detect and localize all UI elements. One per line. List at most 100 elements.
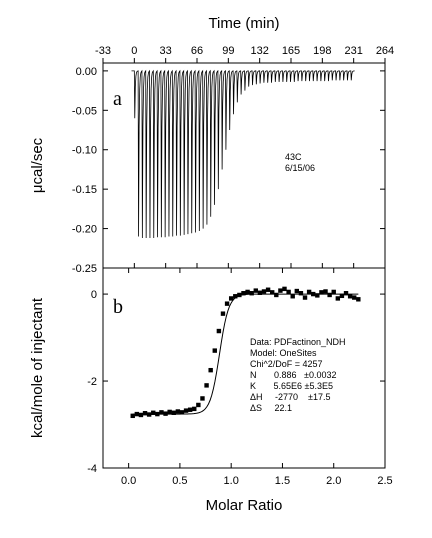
- fit-result-line: N 0.886 ±0.0032: [250, 370, 337, 380]
- raw-heat-trace: [131, 69, 355, 239]
- panel-a-frame: [102, 62, 386, 269]
- data-point: [183, 408, 189, 413]
- panel-a-raw-heat: -33 0 33 66 99 132 165 198 231 264 0.00 -0.05 -0.10 -…: [29, 15, 394, 275]
- top-x-tick-label: 165: [282, 45, 300, 57]
- data-point: [220, 311, 226, 316]
- panel-b-y-axis-title: kcal/mole of injectant: [29, 297, 46, 438]
- data-point: [253, 288, 258, 293]
- fit-result-line: ΔH -2770 ±17.5: [250, 392, 331, 402]
- panel-b-x-tick-label: 0.5: [172, 475, 187, 487]
- fit-result-line: Chi^2/DoF = 4257: [250, 359, 323, 369]
- data-point: [224, 301, 230, 306]
- data-point: [270, 290, 275, 295]
- data-point: [208, 367, 213, 373]
- panel-a-y-tick-label: -0.20: [72, 224, 97, 236]
- fit-result-line: K 5.65E6 ±5.3E5: [250, 381, 333, 391]
- data-point: [335, 296, 341, 301]
- data-point: [204, 383, 209, 388]
- data-point: [331, 289, 336, 295]
- temperature-note: 43C: [285, 152, 302, 162]
- top-x-tick-label: 0: [131, 45, 137, 57]
- panel-b-y-tick-label: 0: [91, 289, 97, 301]
- data-point: [347, 294, 353, 299]
- data-point: [241, 291, 246, 296]
- panel-a-y-tick-label: 0.00: [76, 66, 97, 78]
- data-point: [167, 409, 172, 415]
- data-point: [274, 292, 279, 298]
- fit-result-line: Model: OneSites: [250, 348, 317, 358]
- panel-b-x-tick-label: 1.0: [224, 475, 239, 487]
- data-point: [200, 396, 205, 401]
- top-x-tick-label: -33: [95, 45, 111, 57]
- data-point: [192, 406, 197, 412]
- panel-b-x-tick-label: 1.5: [275, 475, 290, 487]
- fit-result-line: Data: PDFactinon_NDH: [250, 337, 346, 347]
- data-point: [142, 411, 148, 416]
- data-point: [146, 412, 152, 417]
- data-point: [233, 294, 238, 299]
- panel-b-x-tick-label: 2.0: [326, 475, 341, 487]
- panel-a-y-axis-title: μcal/sec: [29, 137, 46, 193]
- top-x-tick-label: 264: [376, 45, 394, 57]
- data-point: [298, 291, 304, 296]
- top-x-tick-label: 33: [160, 45, 172, 57]
- panel-b-x-tick-label: 0.0: [121, 475, 136, 487]
- data-point: [212, 348, 217, 353]
- data-point: [265, 287, 271, 292]
- panel-a-axes: -33 0 33 66 99 132 165 198 231 264 0.00 -0.05 -0.10 -…: [72, 45, 394, 275]
- fit-result-line: ΔS 22.1: [250, 403, 292, 413]
- top-x-tick-label: 198: [313, 45, 331, 57]
- data-point: [134, 411, 140, 417]
- data-point: [290, 294, 295, 299]
- panel-a-letter: a: [113, 88, 122, 110]
- data-point: [306, 289, 312, 295]
- data-point: [302, 295, 308, 300]
- panel-a-y-tick-label: -0.25: [72, 263, 97, 275]
- data-point: [249, 291, 254, 296]
- data-point: [196, 402, 201, 408]
- panel-b-y-tick-label: -4: [87, 463, 97, 475]
- panel-a-y-tick-label: -0.05: [72, 105, 97, 117]
- data-point: [163, 411, 168, 416]
- panel-b-letter: b: [113, 296, 123, 318]
- data-point: [327, 292, 332, 298]
- data-point: [151, 410, 156, 415]
- data-point: [261, 289, 267, 294]
- data-point: [352, 295, 357, 300]
- data-point: [228, 296, 234, 301]
- data-point: [159, 410, 164, 415]
- data-point: [171, 410, 176, 415]
- data-point: [216, 328, 222, 334]
- data-point: [237, 292, 242, 298]
- top-x-tick-label: 99: [222, 45, 234, 57]
- bottom-axis-title: Molar Ratio: [206, 497, 283, 514]
- data-point: [315, 293, 320, 298]
- top-x-tick-label: 231: [344, 45, 362, 57]
- data-point: [343, 291, 349, 296]
- data-point: [175, 409, 181, 414]
- data-point: [257, 290, 263, 295]
- data-point: [356, 297, 361, 302]
- data-point: [286, 289, 291, 295]
- date-note: 6/15/06: [285, 163, 315, 173]
- data-point: [245, 289, 250, 295]
- data-point: [179, 410, 185, 415]
- top-x-tick-label: 132: [250, 45, 268, 57]
- panel-b-x-tick-label: 2.5: [377, 475, 392, 487]
- panel-a-y-tick-label: -0.10: [72, 145, 97, 157]
- panel-b-binding-isotherm: 0.0 0.5 1.0 1.5 2.0 2.5 0 -2 -4 b Molar Ratio kc…: [29, 267, 393, 514]
- data-point: [278, 288, 283, 293]
- data-point: [319, 290, 324, 295]
- data-point: [311, 291, 316, 297]
- data-point: [130, 413, 135, 419]
- data-point: [294, 288, 300, 294]
- data-point: [155, 411, 160, 417]
- data-points: [130, 286, 361, 419]
- panel-a-y-tick-label: -0.15: [72, 184, 97, 196]
- top-axis-title: Time (min): [208, 15, 279, 32]
- panel-b-frame: [102, 267, 386, 469]
- data-point: [187, 407, 193, 412]
- data-point: [339, 293, 345, 299]
